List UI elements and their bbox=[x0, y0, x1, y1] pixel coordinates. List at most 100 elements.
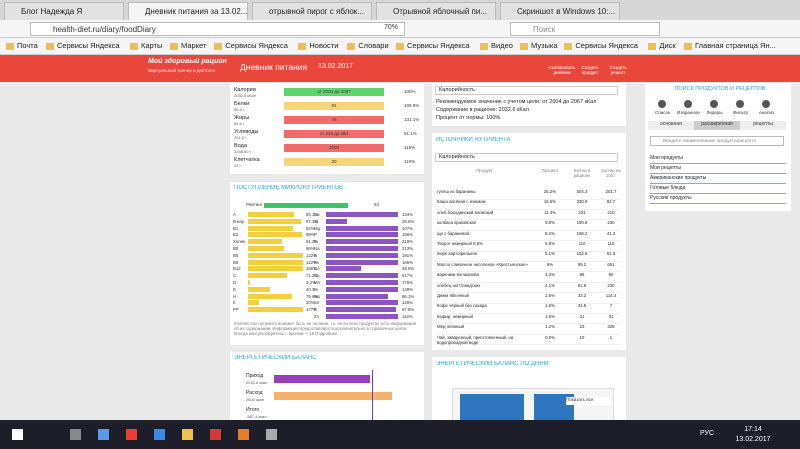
cell: 86 bbox=[579, 272, 585, 278]
bookmark[interactable]: Видео bbox=[491, 41, 513, 50]
nutrient-amount: 201.2 г bbox=[234, 135, 247, 140]
panel bbox=[432, 83, 626, 126]
tab[interactable]: основная bbox=[648, 121, 694, 130]
bookmark[interactable]: Музыка bbox=[531, 41, 558, 50]
zoom[interactable]: 70% bbox=[384, 24, 399, 31]
bookmark[interactable]: Сервисы Яндекса bbox=[225, 41, 288, 50]
row-separator bbox=[435, 198, 621, 200]
micro-bar bbox=[248, 212, 295, 217]
bookmark-icon bbox=[170, 43, 178, 50]
cell: 201.7 bbox=[605, 189, 617, 194]
micro-value: 122% bbox=[306, 259, 317, 265]
language[interactable]: РУС bbox=[700, 430, 715, 437]
cell: Творог нежирный 0,6% bbox=[437, 241, 483, 246]
micro-bar bbox=[326, 300, 398, 306]
micro-bar bbox=[326, 259, 398, 265]
tab[interactable]: отрывной пирог с яблок... bbox=[252, 2, 372, 20]
clock[interactable]: 17:14 bbox=[744, 426, 762, 433]
micro-name: PP bbox=[233, 307, 239, 313]
cell: 11.3% bbox=[544, 209, 556, 215]
logo[interactable]: Мой здоровый рацион bbox=[148, 58, 227, 65]
bookmark[interactable]: Сервисы Яндекса bbox=[575, 41, 638, 50]
show-all[interactable]: Показать все bbox=[566, 397, 611, 405]
select[interactable]: Калорийность bbox=[435, 86, 618, 95]
rating-bar bbox=[264, 203, 348, 208]
icon-label[interactable]: Список bbox=[655, 110, 670, 115]
panel-title: ИСТОЧНИКИ НУТРИЕНТА bbox=[436, 137, 511, 143]
micro-name: Co bbox=[314, 266, 320, 272]
cell: 661 bbox=[607, 261, 615, 267]
tab[interactable]: расширенная bbox=[694, 121, 740, 130]
search-field[interactable]: Поиск bbox=[510, 22, 660, 36]
bookmark[interactable]: Новости bbox=[309, 41, 339, 50]
tab[interactable]: Дневник питания за 13.02... bbox=[128, 2, 248, 20]
micro-name: Se bbox=[314, 300, 320, 306]
micro-value: 156% bbox=[306, 266, 317, 272]
micro-bar bbox=[248, 239, 282, 245]
action-button[interactable]: Скопировать дневник bbox=[548, 65, 576, 75]
icon-label[interactable]: Лидеры bbox=[706, 110, 723, 115]
micro-value: 191% bbox=[402, 252, 413, 258]
energy-name: Приход bbox=[246, 373, 264, 379]
cell: 8.2% bbox=[545, 230, 555, 236]
category[interactable]: Мои рецепты bbox=[650, 165, 786, 174]
micro-name: Zn bbox=[314, 314, 320, 319]
bookmark[interactable]: Маркет bbox=[181, 41, 207, 50]
panel-title: ПОИСК ПРОДУКТОВ И РЕЦЕПТОВ bbox=[674, 86, 766, 92]
bookmark[interactable]: Почта bbox=[17, 41, 38, 50]
micro-bar bbox=[326, 266, 361, 272]
clock-date[interactable]: 13.02.2017 bbox=[735, 436, 771, 443]
cell: 7 bbox=[609, 303, 613, 309]
tab[interactable]: рецепты bbox=[740, 121, 786, 130]
bookmark-icon bbox=[214, 43, 223, 50]
micro-value: 213% bbox=[402, 246, 413, 251]
category[interactable]: Американские продукты bbox=[650, 175, 786, 184]
micro-name: Si bbox=[314, 218, 318, 224]
micro-value: 66% bbox=[306, 246, 315, 251]
cell: 10 bbox=[579, 334, 585, 340]
micro-bar bbox=[248, 280, 250, 285]
micro-name: B5 bbox=[233, 246, 239, 251]
cell: 114.4 bbox=[605, 293, 617, 298]
url-field[interactable]: health-diet.ru/diary/foodDiary bbox=[30, 22, 405, 36]
bookmark[interactable]: Диск bbox=[659, 41, 676, 50]
icon-label[interactable]: Фильтр bbox=[732, 110, 749, 115]
rating-value: 84 bbox=[374, 202, 380, 207]
action-button[interactable]: Создать продукт bbox=[581, 65, 599, 75]
category[interactable]: Русские продукты bbox=[650, 195, 786, 204]
cell: 5.5% bbox=[545, 241, 555, 246]
cell: 328 bbox=[607, 324, 615, 330]
tab[interactable]: Отрывной яблочный пи... bbox=[376, 2, 496, 20]
bookmark[interactable]: Словари bbox=[358, 41, 389, 50]
panel-title: ЭНЕРГЕТИЧЕСКИЙ БАЛАНС ПО ДНЯМ bbox=[436, 361, 549, 367]
category[interactable]: Готовые блюда bbox=[650, 185, 786, 194]
nutrient-name: Калории bbox=[234, 87, 256, 93]
icon bbox=[736, 100, 744, 108]
nutrient-amount: 22 г bbox=[234, 163, 242, 168]
icon bbox=[658, 100, 666, 108]
micro-name: B-кар bbox=[233, 218, 245, 224]
energy-amount: 2620 ккал bbox=[246, 397, 265, 402]
date[interactable]: 13.02.2017 bbox=[318, 63, 354, 70]
tab[interactable]: Блог Надежда Я bbox=[4, 2, 124, 20]
icon-label[interactable]: Анализ bbox=[758, 110, 775, 115]
bookmark[interactable]: Карты bbox=[141, 41, 163, 50]
micro-bar bbox=[248, 293, 292, 299]
tab[interactable]: Скриншот в Windows 10:... bbox=[500, 2, 620, 20]
bookmark[interactable]: Главная страница Ян... bbox=[695, 41, 776, 50]
bookmark[interactable]: Сервисы Яндекса bbox=[57, 41, 120, 50]
select[interactable]: Калорийность bbox=[435, 153, 618, 162]
action-button[interactable]: Создать рецепт bbox=[609, 65, 627, 75]
cell: Чай, заваренный, приготовленный, на водо… bbox=[437, 334, 514, 345]
bookmark[interactable]: Сервисы Яндекса bbox=[407, 41, 470, 50]
micro-name: Mg bbox=[314, 225, 320, 231]
micro-bar bbox=[248, 252, 303, 258]
category[interactable]: Мои продукты bbox=[650, 155, 786, 164]
icon-label[interactable]: Избранное bbox=[677, 110, 700, 115]
taskbar-icon bbox=[238, 429, 249, 440]
micro-name: Na bbox=[314, 246, 320, 251]
nutrient-bar: от 248 до 264 bbox=[284, 130, 384, 138]
micro-value: 71.2% bbox=[306, 273, 319, 279]
energy-bar bbox=[274, 375, 370, 383]
search-input[interactable]: Введите наименование продукта/рецепта bbox=[650, 136, 784, 146]
